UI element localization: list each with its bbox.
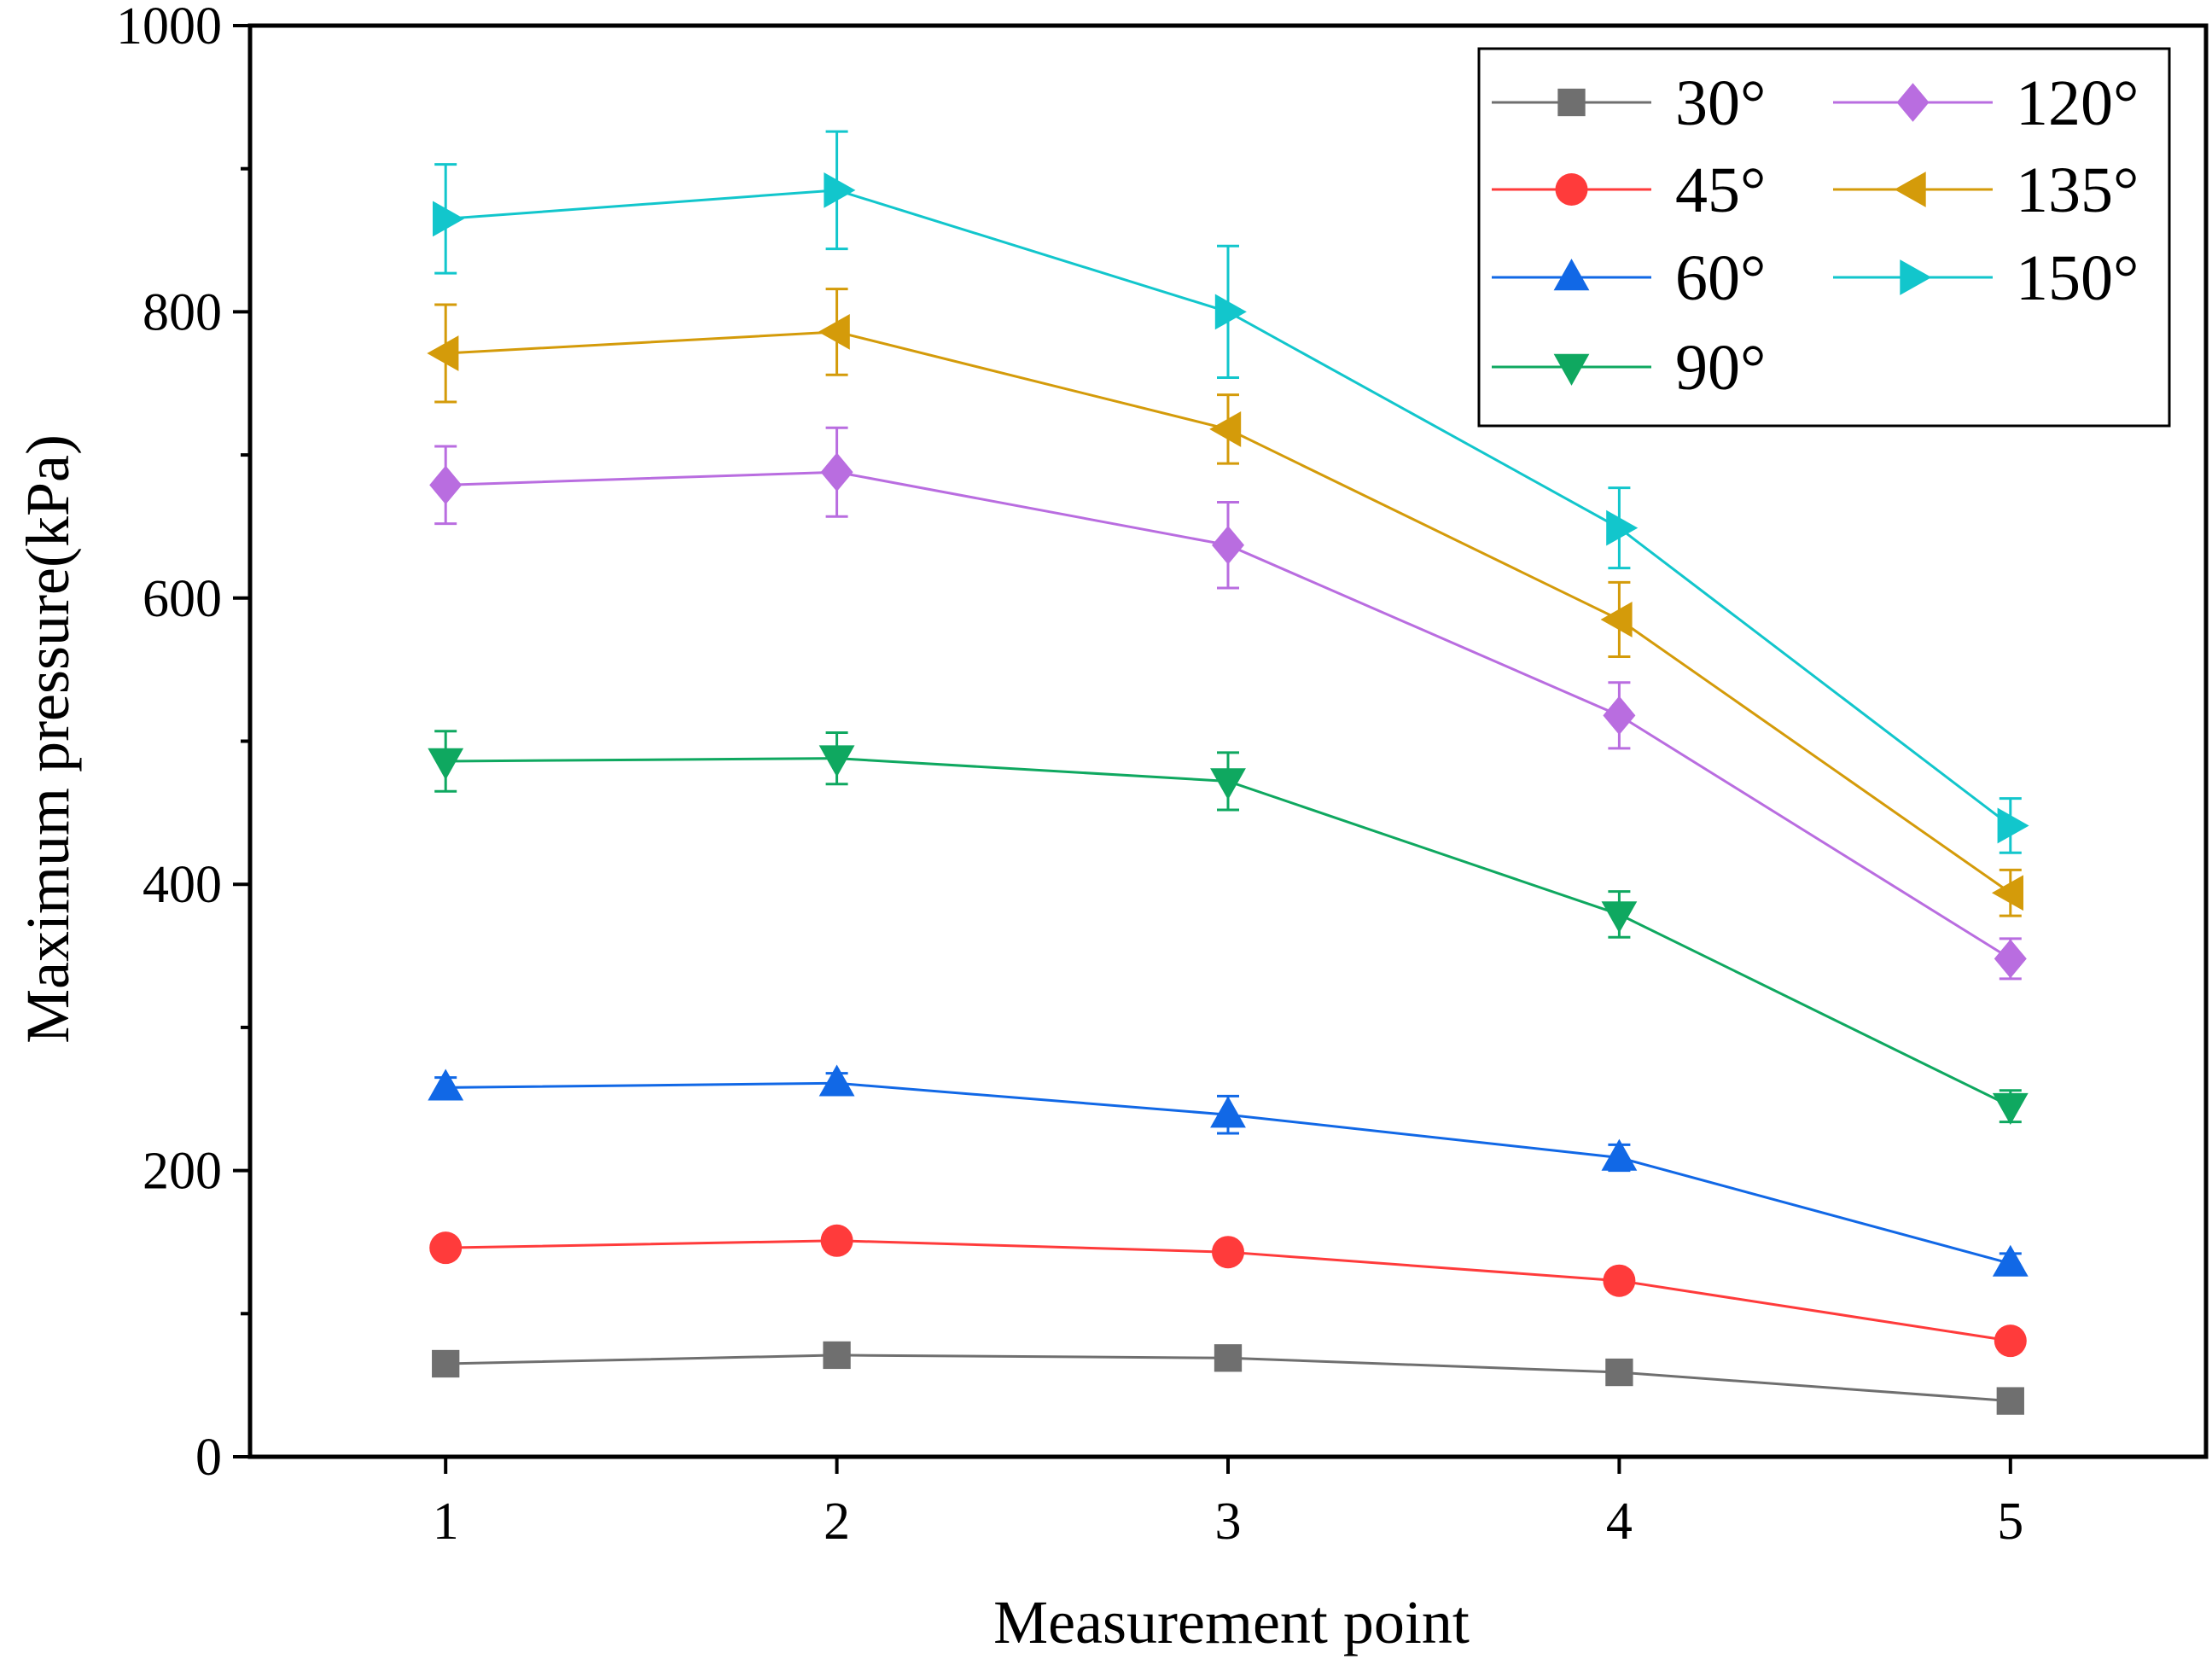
x-tick-label: 3 xyxy=(1215,1493,1242,1551)
data-point xyxy=(1606,509,1639,546)
legend-item: 60° xyxy=(1492,242,1766,314)
series-5 xyxy=(427,288,2023,917)
legend-marker xyxy=(1553,259,1590,291)
data-point xyxy=(1997,807,2029,844)
data-point xyxy=(429,465,463,505)
data-point xyxy=(433,201,465,237)
legend-marker xyxy=(1900,259,1932,295)
y-tick-label: 400 xyxy=(143,856,222,914)
data-point xyxy=(1212,525,1244,565)
data-point xyxy=(1209,411,1242,447)
legend-item: 150° xyxy=(1833,242,2139,314)
data-point xyxy=(818,745,855,777)
data-point xyxy=(818,313,850,350)
data-point xyxy=(820,1224,853,1257)
data-point xyxy=(1210,768,1246,800)
legend-item: 90° xyxy=(1492,332,1766,404)
data-point xyxy=(1992,1244,2029,1277)
x-tick-label: 4 xyxy=(1606,1493,1633,1551)
data-point xyxy=(1991,875,2023,911)
legend-label: 60° xyxy=(1675,242,1766,314)
data-point xyxy=(824,172,856,208)
data-point xyxy=(1600,602,1633,637)
data-point xyxy=(1212,1236,1244,1269)
y-tick-label: 1000 xyxy=(116,0,222,55)
series-6 xyxy=(433,130,2029,854)
data-point xyxy=(1214,1344,1243,1372)
series-2 xyxy=(428,1064,2029,1277)
legend-label: 30° xyxy=(1675,67,1766,139)
x-tick-label: 2 xyxy=(824,1493,850,1551)
data-point xyxy=(1601,1138,1638,1171)
legend-label: 150° xyxy=(2016,242,2139,314)
legend-box xyxy=(1477,47,2171,428)
data-point xyxy=(1605,1358,1633,1387)
series-4 xyxy=(429,426,2027,981)
data-point xyxy=(428,748,464,780)
data-point xyxy=(432,1349,460,1378)
data-point xyxy=(1994,939,2027,979)
legend-marker xyxy=(1553,353,1590,386)
legend: 30° 45° 60° 90° 120° 135° 150° xyxy=(1477,47,2171,428)
y-tick-label: 0 xyxy=(195,1429,222,1487)
legend-marker xyxy=(1896,83,1930,122)
y-tick-label: 200 xyxy=(143,1143,222,1201)
legend-item: 30° xyxy=(1492,67,1766,139)
data-point xyxy=(823,1341,851,1370)
data-point xyxy=(1994,1324,2027,1358)
data-point xyxy=(429,1231,463,1265)
x-axis-title: Measurement point xyxy=(993,1588,1470,1656)
series-1 xyxy=(429,1224,2027,1358)
axes: 1 2 3 4 5 0 200 400 600 800 1000 xyxy=(116,0,2209,1551)
legend-item: 120° xyxy=(1833,67,2139,139)
legend-label: 45° xyxy=(1675,154,1766,226)
y-axis-title: Maximum pressure(kPa) xyxy=(14,434,82,1044)
legend-label: 135° xyxy=(2016,154,2139,226)
series-3 xyxy=(428,730,2029,1125)
y-tick-label: 600 xyxy=(143,570,222,628)
data-point xyxy=(1603,1264,1636,1297)
legend-item: 45° xyxy=(1492,154,1766,226)
legend-label: 120° xyxy=(2016,67,2139,139)
data-point xyxy=(820,452,853,492)
data-point xyxy=(428,1068,464,1101)
data-point xyxy=(1214,294,1247,330)
data-point xyxy=(1996,1387,2024,1415)
x-tick-label: 1 xyxy=(433,1493,459,1551)
data-point xyxy=(427,335,459,371)
legend-marker xyxy=(1894,172,1926,207)
y-tick-label: 800 xyxy=(143,283,222,341)
data-point xyxy=(1992,1092,2029,1125)
data-point xyxy=(1603,696,1636,736)
x-tick-label: 5 xyxy=(1997,1493,2023,1551)
series-0 xyxy=(432,1341,2024,1415)
data-point xyxy=(818,1064,855,1097)
data-point xyxy=(1210,1096,1246,1128)
plot-area xyxy=(427,130,2029,1415)
legend-marker xyxy=(1555,173,1588,206)
legend-label: 90° xyxy=(1675,332,1766,404)
legend-marker xyxy=(1557,88,1586,117)
data-point xyxy=(1601,901,1638,934)
legend-item: 135° xyxy=(1833,154,2139,226)
